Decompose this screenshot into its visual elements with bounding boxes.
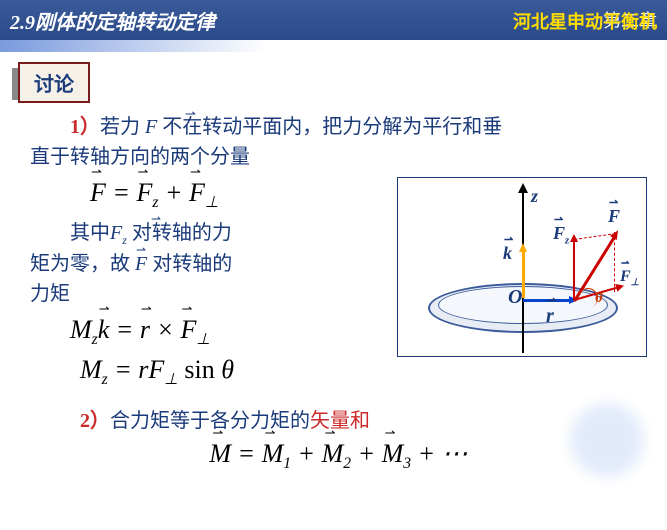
label-o: O	[508, 286, 522, 309]
physics-diagram: z ⇀k ⇀Fz ⇀F ⇀F⊥ O ⇀r θ	[397, 177, 647, 357]
explain-line1: 其中⇀Fz 对转轴的力	[30, 218, 397, 249]
label-k: ⇀k	[503, 243, 512, 264]
item1-para: 1）若力 ⇀F 不在转动平面内，把力分解为平行和垂	[30, 112, 647, 142]
item2-text-b: 矢量和	[310, 410, 370, 432]
item2-text-a: 合力矩等于各分力矩的	[110, 410, 310, 432]
equation-3: Mz = rF⊥ sin θ	[80, 355, 397, 389]
equation-2: Mz⇀k = ⇀r × ⇀F⊥	[70, 315, 397, 349]
dash-line-2	[614, 232, 615, 292]
header-bar: 2.9刚体的定轴转动定律 第二章 河北星申动平衡机	[0, 0, 667, 40]
item1-text-b: 不在转动平面内，把力分解为平行和垂	[157, 116, 502, 138]
item1-number: 1）	[70, 116, 100, 138]
header-divider	[0, 40, 667, 52]
label-F: ⇀F	[608, 206, 620, 227]
label-fperp: ⇀F⊥	[620, 268, 639, 288]
watermark-text: 河北星申动平衡机	[513, 8, 657, 34]
dash-line-1	[574, 233, 616, 240]
explain-line3: 力矩	[30, 279, 397, 309]
fz-vector	[573, 238, 575, 300]
item1-para2: 直于转轴方向的两个分量	[30, 142, 647, 172]
label-fz: ⇀Fz	[553, 223, 569, 247]
explain-line2: 矩为零，故 ⇀F 对转轴的	[30, 249, 397, 279]
discussion-box: 讨论	[18, 62, 90, 103]
item1-text-a: 若力	[100, 116, 145, 138]
label-z: z	[531, 186, 538, 207]
item2-number: 2）	[80, 410, 110, 432]
expl-d: 对转轴的	[147, 253, 232, 275]
expl-a: 其中	[70, 222, 110, 244]
bg-decoration	[517, 350, 667, 530]
label-theta: θ	[595, 290, 603, 307]
label-r: ⇀r	[546, 305, 554, 328]
expl-c: 矩为零，故	[30, 253, 135, 275]
equation-1: ⇀F = ⇀Fz + ⇀F⊥	[90, 178, 397, 212]
